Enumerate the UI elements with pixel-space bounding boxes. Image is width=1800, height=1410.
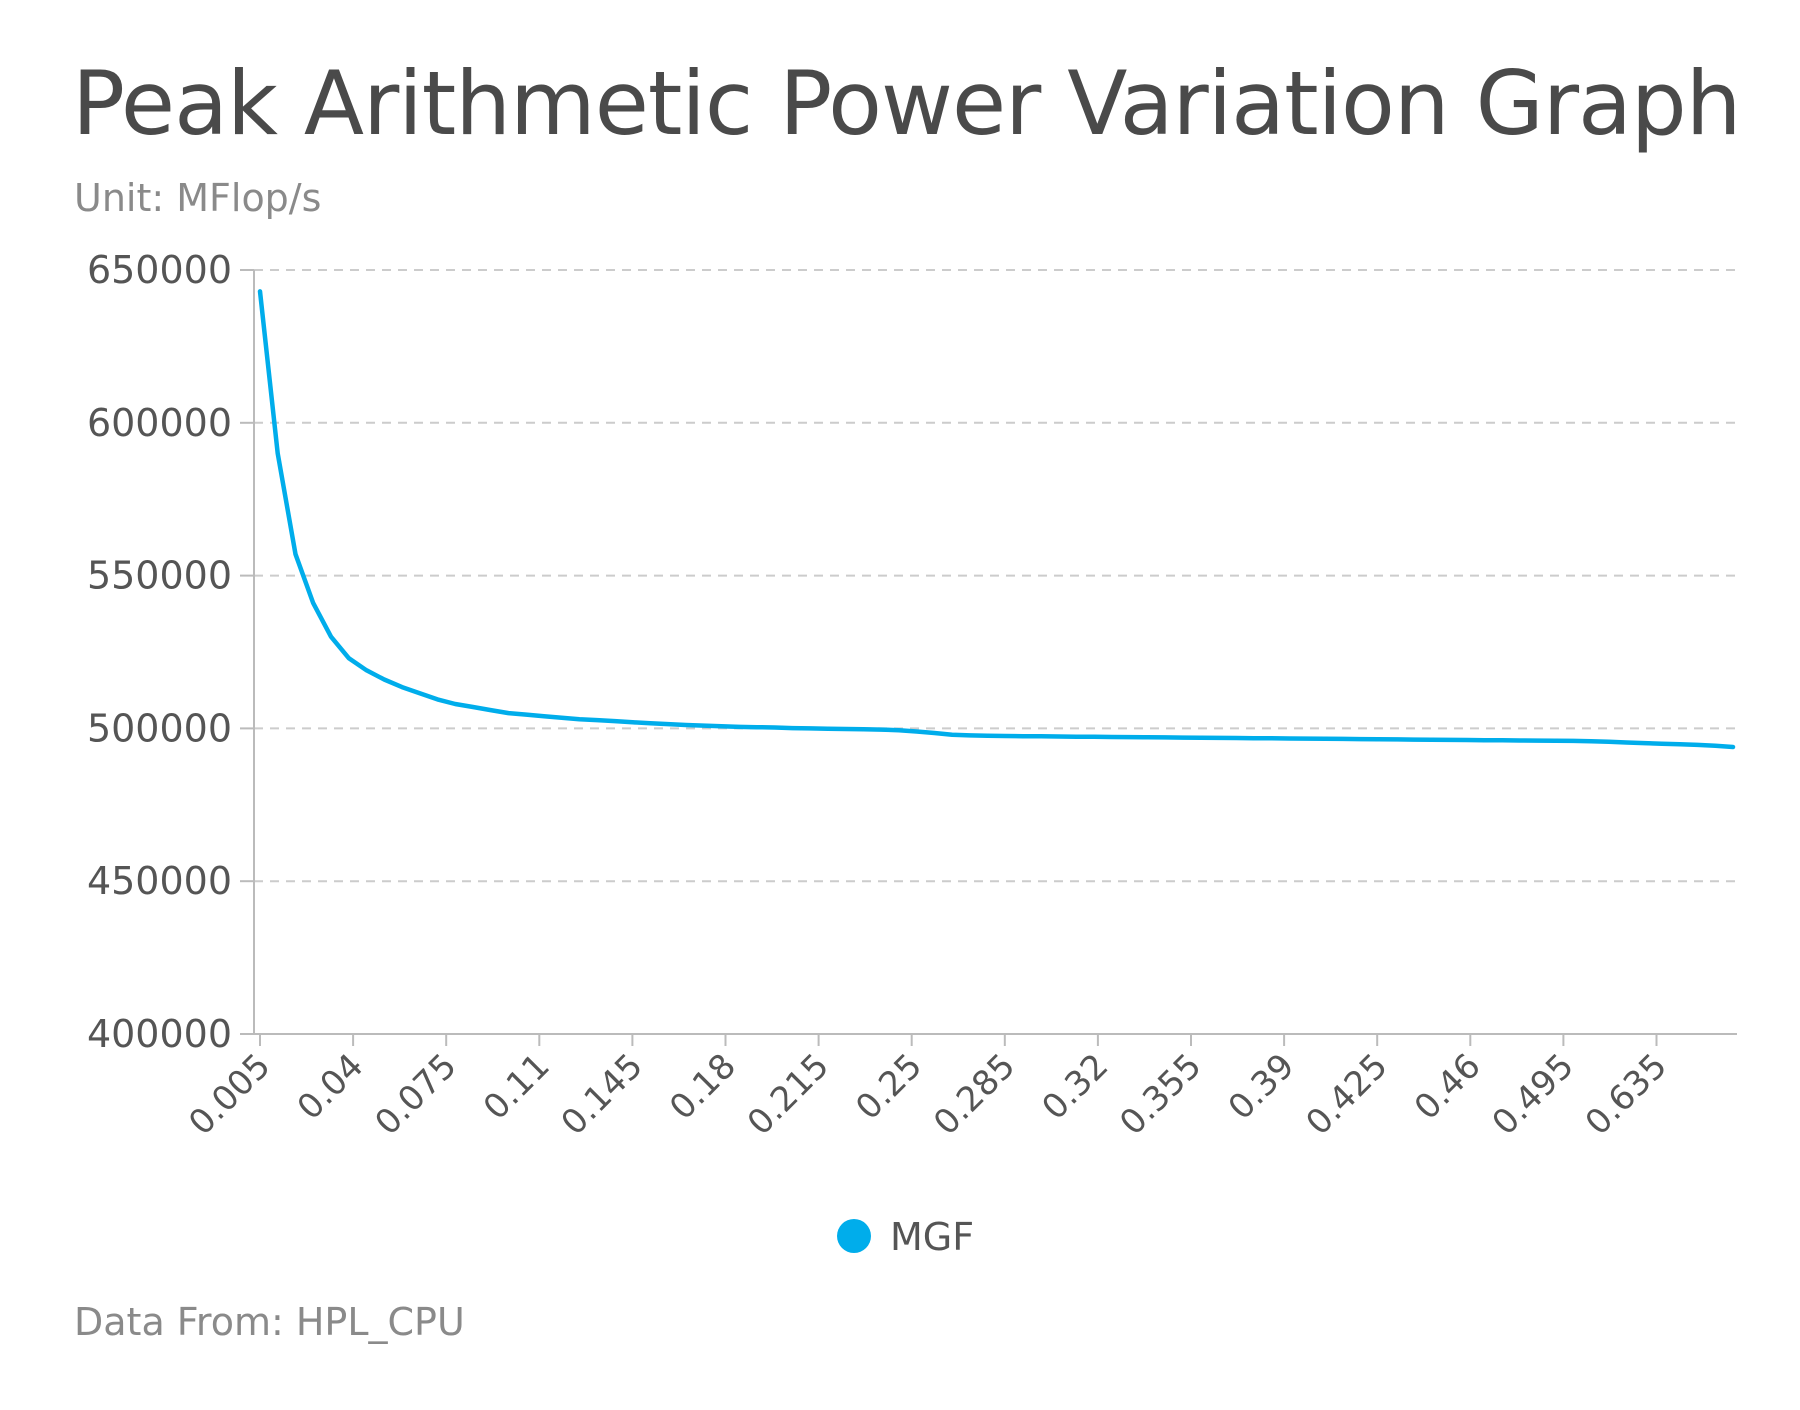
- y-tick-label: 500000: [87, 706, 232, 750]
- x-tick-label: 0.145: [554, 1046, 651, 1143]
- legend: MGF: [837, 1215, 974, 1259]
- chart-subtitle: Unit: MFlop/s: [74, 176, 322, 220]
- x-tick-label: 0.32: [1034, 1046, 1116, 1128]
- x-tick-label: 0.285: [926, 1046, 1023, 1143]
- x-tick-label: 0.39: [1221, 1046, 1303, 1128]
- x-tick-label: 0.495: [1485, 1046, 1582, 1143]
- legend-label[interactable]: MGF: [890, 1215, 974, 1259]
- series-lines: [257, 289, 1736, 750]
- y-tick-label: 400000: [87, 1012, 232, 1056]
- y-axis: 400000 450000 500000 550000 600000 650000: [87, 248, 255, 1056]
- y-tick-label: 450000: [87, 859, 232, 903]
- x-tick-label: 0.005: [181, 1046, 278, 1143]
- x-tick-label: 0.635: [1578, 1046, 1675, 1143]
- data-source-note: Data From: HPL_CPU: [74, 1300, 465, 1344]
- x-tick-label: 0.075: [367, 1046, 464, 1143]
- x-tick-label: 0.215: [740, 1046, 837, 1143]
- y-tick-label: 600000: [87, 401, 232, 445]
- grid-lines: [254, 269, 1737, 883]
- x-tick-label: 0.25: [848, 1046, 930, 1128]
- chart-title: Peak Arithmetic Power Variation Graph: [72, 52, 1742, 155]
- y-tick-label: 550000: [87, 554, 232, 598]
- x-tick-label: 0.04: [290, 1046, 372, 1128]
- x-tick-label: 0.18: [662, 1046, 744, 1128]
- x-tick-label: 0.425: [1298, 1046, 1395, 1143]
- x-tick-label: 0.46: [1407, 1046, 1489, 1128]
- legend-marker[interactable]: [837, 1219, 871, 1253]
- x-tick-label: 0.11: [476, 1046, 558, 1128]
- y-tick-label: 650000: [87, 248, 232, 292]
- x-tick-label: 0.355: [1112, 1046, 1209, 1143]
- series-line-mgf: [257, 289, 1736, 750]
- x-axis: 0.005 0.040.075 0.110.145 0.180.215 0.250.28…: [181, 1033, 1737, 1143]
